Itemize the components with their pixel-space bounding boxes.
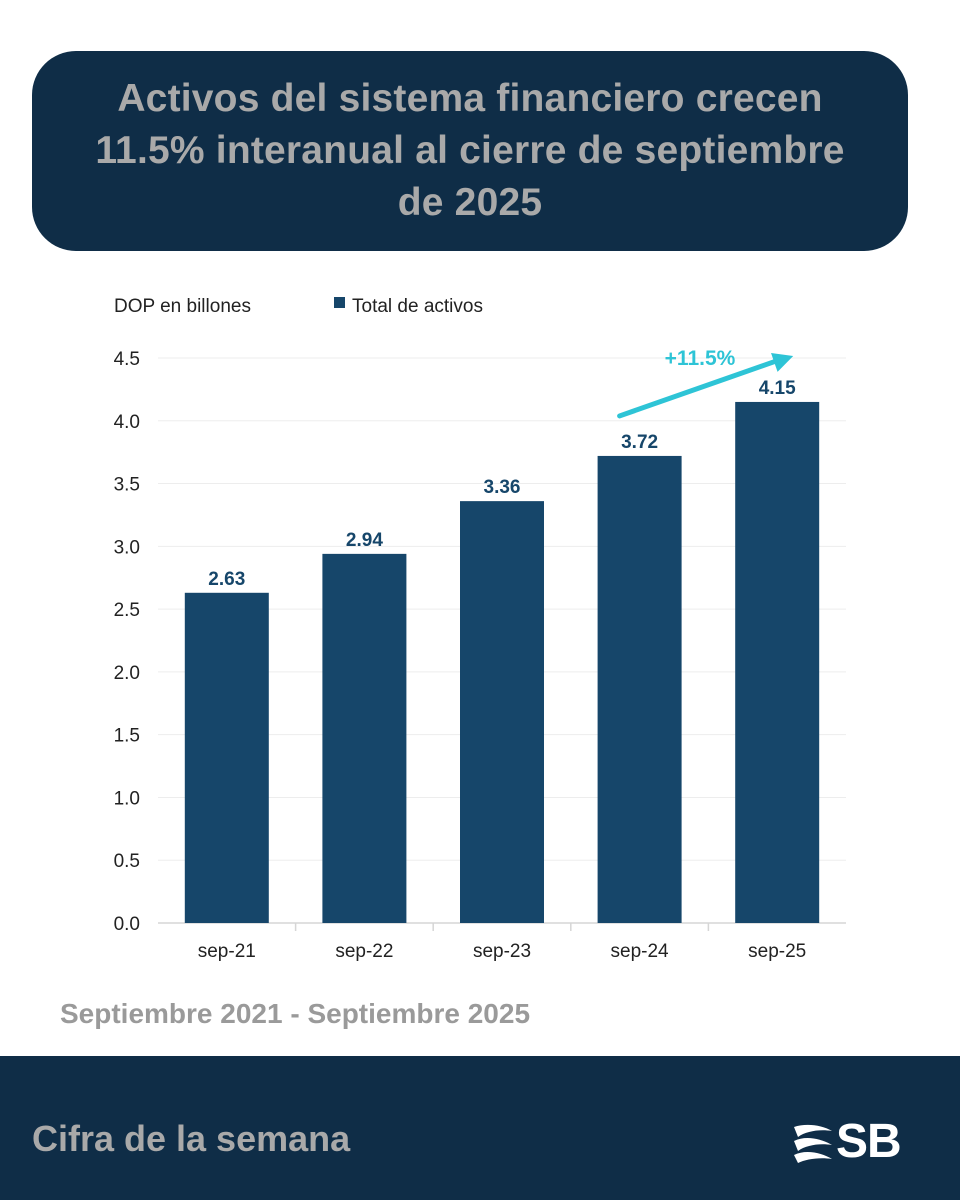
sb-logo-text: SB [836,1115,902,1168]
y-tick-label: 1.5 [114,726,140,747]
growth-arrow-head [771,353,794,372]
bar [184,592,269,923]
legend-label: Total de activos [352,296,483,317]
x-tick-label: sep-22 [335,941,393,962]
bar-value-label: 3.72 [621,432,658,453]
x-tick-label: sep-23 [473,941,531,962]
period-range: Septiembre 2021 - Septiembre 2025 [60,998,531,1029]
page-title: Activos del sistema financiero crecen 11… [95,77,845,224]
bar [460,501,544,923]
unit-label: DOP en billones [114,296,251,317]
bar-value-label: 2.94 [346,530,383,551]
x-tick-label: sep-24 [611,941,670,962]
bar-value-label: 4.15 [759,378,796,399]
sb-logo: SB [792,1118,924,1166]
y-tick-label: 2.0 [114,663,140,684]
sb-logo-mark-icon [794,1124,832,1163]
y-tick-label: 1.0 [114,788,140,809]
y-tick-label: 0.0 [114,914,140,935]
legend-swatch [334,297,345,308]
growth-arrow [617,357,782,419]
y-tick-label: 0.5 [114,851,140,872]
x-tick-label: sep-25 [748,941,806,962]
bar-chart: 0.0 0.5 1.0 1.5 2.0 2.5 3.0 3.5 4.0 4.5 2.63 sep-21… [114,296,846,962]
bar [322,553,407,923]
y-tick-label: 3.0 [114,537,140,558]
title-banner: Activos del sistema financiero crecen 11… [32,51,908,251]
y-tick-label: 4.0 [114,412,140,433]
bar [735,401,820,923]
footer-label: Cifra de la semana [32,1118,351,1159]
y-tick-label: 3.5 [114,475,140,496]
bar-value-label: 3.36 [484,477,521,498]
growth-label: +11.5% [665,347,736,370]
bar [597,455,682,923]
y-tick-label: 2.5 [114,600,140,621]
x-tick-label: sep-21 [198,941,256,962]
y-tick-label: 4.5 [114,349,140,370]
bar-value-label: 2.63 [208,569,245,590]
